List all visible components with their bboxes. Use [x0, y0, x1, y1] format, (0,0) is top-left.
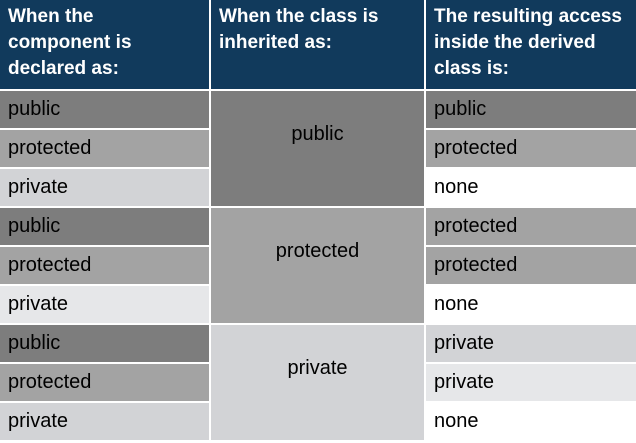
declared-cell: private: [0, 401, 211, 442]
header-inherited-as: When the class is inherited as:: [209, 0, 426, 91]
table-row: public protected protected: [0, 206, 636, 325]
header-row: When the component is declared as: When …: [0, 0, 636, 91]
result-cell: protected: [424, 245, 636, 286]
header-resulting-access: The resulting access inside the derived …: [424, 0, 636, 91]
declared-cell: protected: [0, 245, 211, 286]
declared-cell: protected: [0, 128, 211, 169]
table-row: public public public: [0, 89, 636, 208]
declared-cell: public: [0, 89, 211, 130]
inherited-as-cell: protected: [209, 206, 426, 325]
declared-cell: private: [0, 284, 211, 325]
table-row: private none: [0, 167, 636, 208]
inherited-as-cell: public: [209, 89, 426, 208]
header-declared-as: When the component is declared as:: [0, 0, 211, 91]
result-cell: none: [424, 284, 636, 325]
declared-cell: public: [0, 323, 211, 364]
table-row: protected private: [0, 362, 636, 403]
result-cell: none: [424, 401, 636, 442]
result-cell: private: [424, 362, 636, 403]
table-row: protected protected: [0, 245, 636, 286]
result-cell: none: [424, 167, 636, 208]
table-row: private none: [0, 401, 636, 442]
result-cell: protected: [424, 128, 636, 169]
table-row: private none: [0, 284, 636, 325]
declared-cell: private: [0, 167, 211, 208]
table-row: protected protected: [0, 128, 636, 169]
inherited-as-cell: private: [209, 323, 426, 442]
declared-cell: public: [0, 206, 211, 247]
declared-cell: protected: [0, 362, 211, 403]
result-cell: public: [424, 89, 636, 130]
result-cell: protected: [424, 206, 636, 247]
table-row: public private private: [0, 323, 636, 442]
result-cell: private: [424, 323, 636, 364]
